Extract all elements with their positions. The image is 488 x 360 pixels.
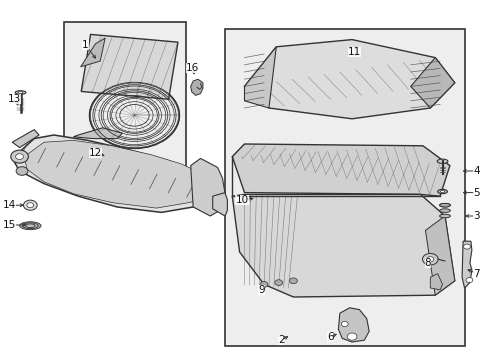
- Ellipse shape: [22, 223, 38, 229]
- Circle shape: [465, 278, 472, 283]
- Circle shape: [346, 333, 356, 340]
- Circle shape: [422, 253, 437, 265]
- Text: 14: 14: [3, 200, 17, 210]
- Ellipse shape: [439, 203, 449, 207]
- Polygon shape: [410, 58, 454, 108]
- Circle shape: [463, 244, 469, 249]
- Ellipse shape: [439, 214, 449, 218]
- Text: 12: 12: [88, 148, 102, 158]
- Text: 3: 3: [472, 211, 479, 221]
- Polygon shape: [190, 158, 224, 216]
- Ellipse shape: [18, 91, 23, 93]
- Polygon shape: [73, 128, 122, 139]
- Ellipse shape: [15, 91, 26, 94]
- Circle shape: [23, 200, 37, 210]
- Polygon shape: [244, 47, 276, 108]
- Text: 16: 16: [185, 63, 199, 73]
- Circle shape: [289, 278, 297, 284]
- Ellipse shape: [437, 189, 447, 194]
- Ellipse shape: [439, 203, 449, 207]
- Polygon shape: [212, 193, 227, 216]
- Text: 1: 1: [82, 40, 89, 50]
- Ellipse shape: [439, 209, 449, 212]
- Circle shape: [27, 203, 34, 208]
- Polygon shape: [81, 35, 178, 99]
- Bar: [63, 22, 185, 173]
- Circle shape: [341, 321, 347, 327]
- Text: 4: 4: [472, 166, 479, 176]
- Ellipse shape: [436, 159, 447, 163]
- Ellipse shape: [440, 190, 444, 193]
- Bar: [224, 29, 464, 346]
- Polygon shape: [429, 274, 442, 290]
- Polygon shape: [244, 40, 454, 119]
- Text: 11: 11: [347, 47, 361, 57]
- Circle shape: [426, 257, 433, 262]
- Circle shape: [16, 167, 28, 175]
- Text: 2: 2: [277, 335, 284, 345]
- Polygon shape: [338, 308, 368, 342]
- Circle shape: [260, 282, 267, 287]
- Text: 7: 7: [472, 269, 479, 279]
- Polygon shape: [12, 135, 217, 212]
- Polygon shape: [461, 241, 471, 288]
- Polygon shape: [232, 144, 449, 196]
- Polygon shape: [232, 194, 454, 297]
- Ellipse shape: [25, 224, 35, 228]
- Text: 13: 13: [8, 94, 21, 104]
- Circle shape: [16, 154, 23, 159]
- Circle shape: [89, 82, 179, 148]
- Ellipse shape: [20, 222, 41, 230]
- Circle shape: [274, 280, 282, 285]
- Polygon shape: [190, 79, 203, 95]
- Text: 9: 9: [258, 285, 264, 295]
- Polygon shape: [24, 140, 210, 208]
- Text: 5: 5: [472, 188, 479, 198]
- Polygon shape: [12, 130, 39, 148]
- Text: 15: 15: [3, 220, 17, 230]
- Text: 8: 8: [424, 258, 430, 268]
- Circle shape: [11, 150, 28, 163]
- Text: 10: 10: [235, 195, 248, 205]
- Polygon shape: [81, 38, 105, 67]
- Text: 6: 6: [326, 332, 333, 342]
- Polygon shape: [425, 216, 454, 295]
